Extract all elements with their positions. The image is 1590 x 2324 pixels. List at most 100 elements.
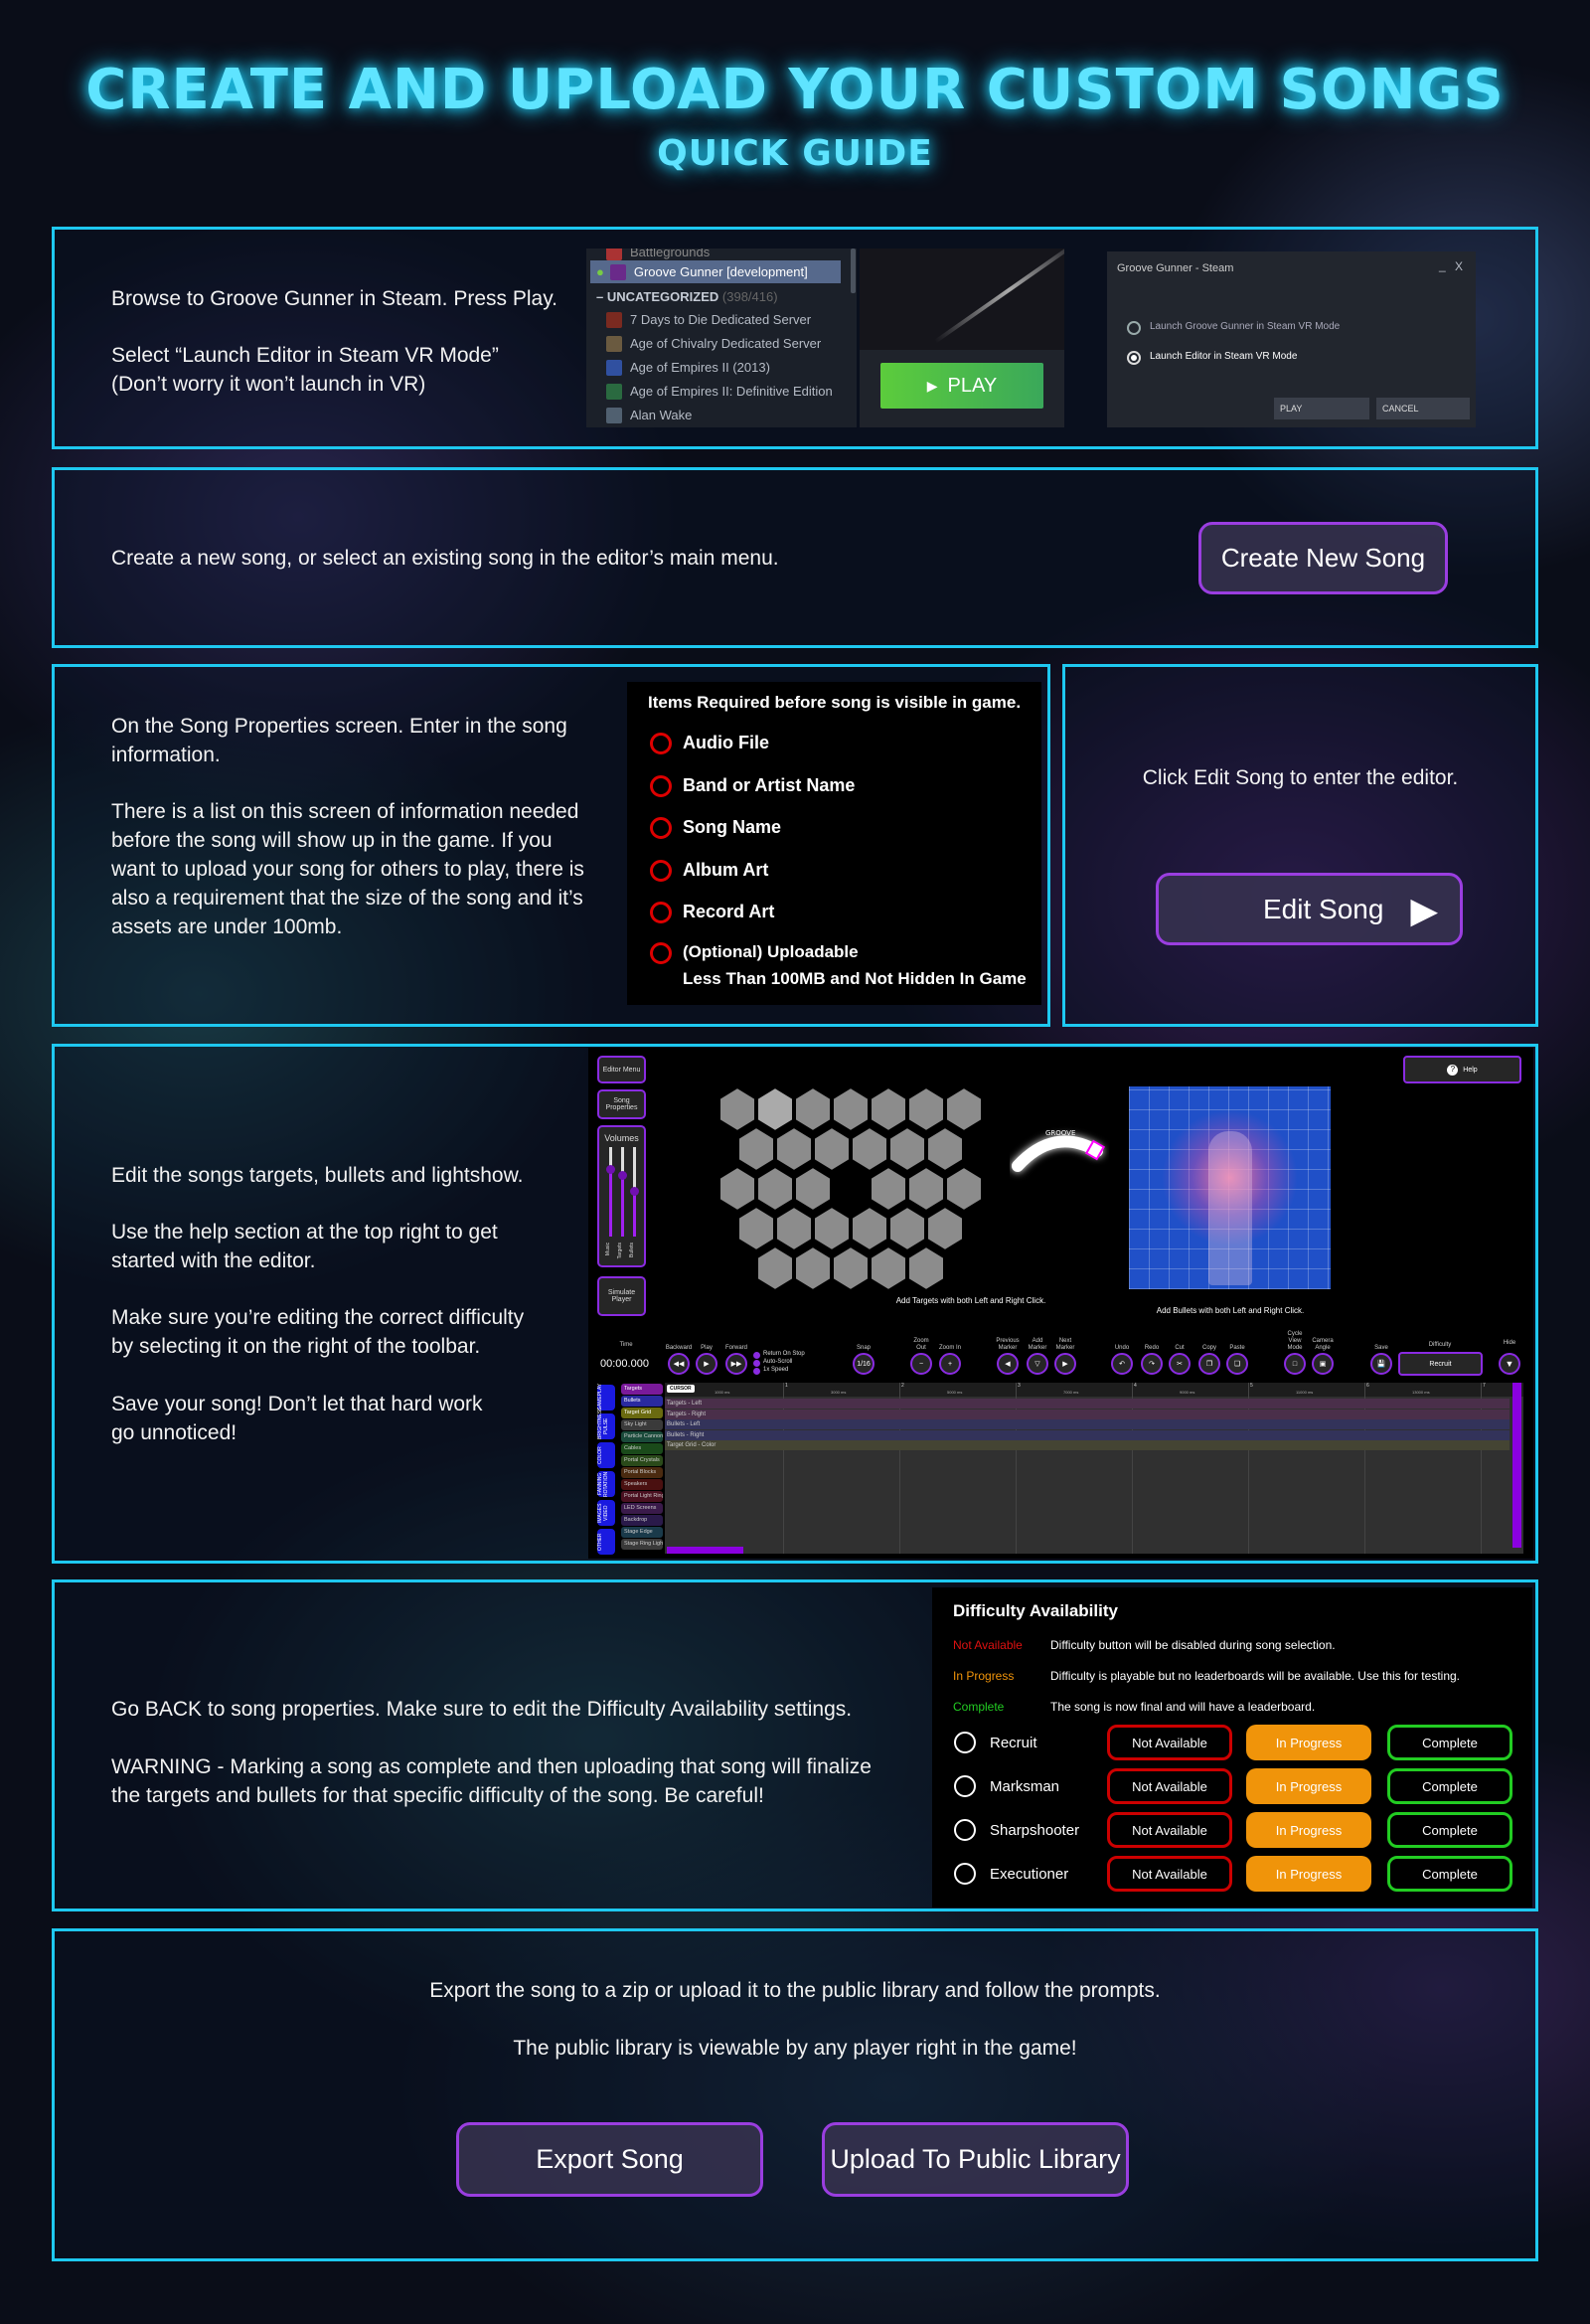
- target-hex[interactable]: [737, 1125, 775, 1173]
- target-hex[interactable]: [888, 1205, 926, 1252]
- hide-button[interactable]: ▼: [1499, 1353, 1520, 1375]
- redo-button[interactable]: ↷: [1141, 1353, 1163, 1375]
- difficulty-not-available-button[interactable]: Not Available: [1107, 1812, 1232, 1848]
- target-hex[interactable]: [907, 1245, 945, 1291]
- dialog-cancel-button[interactable]: CANCEL: [1376, 398, 1470, 419]
- slider-handle[interactable]: [618, 1170, 627, 1180]
- volume-slider[interactable]: [618, 1147, 627, 1237]
- library-item-selected[interactable]: ● Groove Gunner [development]: [590, 260, 841, 283]
- target-hex[interactable]: [794, 1165, 832, 1213]
- library-item[interactable]: Battlegrounds: [586, 249, 845, 263]
- target-hex[interactable]: [775, 1205, 813, 1252]
- create-new-song-button[interactable]: Create New Song: [1198, 522, 1448, 594]
- snap-button[interactable]: 1/16: [853, 1353, 874, 1375]
- target-hex[interactable]: [756, 1087, 794, 1133]
- difficulty-in-progress-button[interactable]: In Progress: [1246, 1768, 1371, 1804]
- upload-public-library-button[interactable]: Upload To Public Library: [822, 2122, 1129, 2197]
- cursor-marker[interactable]: CURSOR: [667, 1385, 695, 1393]
- minimize-button[interactable]: _: [1439, 258, 1446, 272]
- target-hex[interactable]: [832, 1245, 870, 1291]
- timeline-lane[interactable]: Bullets - Right: [665, 1429, 1510, 1440]
- volume-slider[interactable]: [630, 1147, 639, 1237]
- difficulty-not-available-button[interactable]: Not Available: [1107, 1725, 1232, 1760]
- difficulty-not-available-button[interactable]: Not Available: [1107, 1856, 1232, 1892]
- target-hex[interactable]: [832, 1087, 870, 1133]
- library-category[interactable]: – UNCATEGORIZED (398/416): [596, 289, 778, 304]
- bullet-grid[interactable]: [1129, 1086, 1331, 1289]
- scrollbar[interactable]: [851, 249, 856, 293]
- cycle-view-mode-button[interactable]: □: [1284, 1353, 1306, 1375]
- timeline-lane[interactable]: Targets - Left: [665, 1399, 1510, 1409]
- subtab[interactable]: Targets: [621, 1384, 663, 1395]
- copy-button[interactable]: ❐: [1198, 1353, 1220, 1375]
- radio-launch-game[interactable]: [1127, 321, 1141, 335]
- target-hex[interactable]: [907, 1165, 945, 1213]
- toggle-0[interactable]: [753, 1352, 760, 1359]
- target-hex[interactable]: [775, 1125, 813, 1173]
- difficulty-select[interactable]: Recruit: [1398, 1352, 1483, 1376]
- help-button[interactable]: ? Help: [1403, 1056, 1521, 1083]
- difficulty-complete-button[interactable]: Complete: [1387, 1856, 1512, 1892]
- difficulty-complete-button[interactable]: Complete: [1387, 1812, 1512, 1848]
- target-hex[interactable]: [870, 1165, 907, 1213]
- next-marker-button[interactable]: ▶: [1054, 1353, 1076, 1375]
- timeline-lane[interactable]: Targets - Right: [665, 1409, 1510, 1419]
- vertical-scrollbar[interactable]: [1512, 1383, 1521, 1548]
- category-tab[interactable]: IMAGES VIDEO: [597, 1500, 615, 1526]
- editor-menu-button[interactable]: Editor Menu: [597, 1056, 646, 1083]
- add-marker-button[interactable]: ▽: [1027, 1353, 1048, 1375]
- difficulty-in-progress-button[interactable]: In Progress: [1246, 1812, 1371, 1848]
- simulate-player-toggle[interactable]: Simulate Player: [597, 1276, 646, 1316]
- target-hex[interactable]: [926, 1125, 964, 1173]
- target-hex[interactable]: [794, 1087, 832, 1133]
- target-hex[interactable]: [945, 1087, 983, 1133]
- backward-button[interactable]: ◀◀: [668, 1353, 690, 1375]
- target-hex[interactable]: [756, 1245, 794, 1291]
- subtab[interactable]: Particle Cannons: [621, 1431, 663, 1442]
- target-hex-grid[interactable]: [717, 1087, 1035, 1291]
- zoom-in-button[interactable]: +: [939, 1353, 961, 1375]
- library-item[interactable]: Age of Empires II (2013): [586, 356, 845, 379]
- difficulty-in-progress-button[interactable]: In Progress: [1246, 1856, 1371, 1892]
- previous-marker-button[interactable]: ◀: [997, 1353, 1019, 1375]
- category-tab[interactable]: COLOR: [597, 1442, 615, 1468]
- target-hex[interactable]: [870, 1087, 907, 1133]
- library-item[interactable]: Alan Wake: [586, 404, 845, 426]
- toggle-1[interactable]: [753, 1360, 760, 1367]
- slider-handle[interactable]: [606, 1164, 615, 1174]
- song-properties-button[interactable]: Song Properties: [597, 1089, 646, 1119]
- target-hex[interactable]: [851, 1205, 888, 1252]
- target-hex[interactable]: [813, 1125, 851, 1173]
- subtab[interactable]: Sky Light: [621, 1419, 663, 1430]
- subtab[interactable]: Cables: [621, 1443, 663, 1454]
- camera-angle-button[interactable]: ▣: [1312, 1353, 1334, 1375]
- target-hex[interactable]: [813, 1205, 851, 1252]
- radio-launch-editor[interactable]: [1127, 351, 1141, 365]
- timeline-lane[interactable]: Target Grid - Color: [665, 1440, 1510, 1450]
- timeline-lane[interactable]: Bullets - Left: [665, 1419, 1510, 1429]
- category-tab[interactable]: OTHER: [597, 1529, 615, 1555]
- close-button[interactable]: X: [1455, 259, 1464, 273]
- difficulty-complete-button[interactable]: Complete: [1387, 1768, 1512, 1804]
- target-hex[interactable]: [756, 1165, 794, 1213]
- undo-button[interactable]: ↶: [1111, 1353, 1133, 1375]
- target-hex[interactable]: [794, 1245, 832, 1291]
- subtab[interactable]: Stage Ring Light: [621, 1539, 663, 1550]
- subtab[interactable]: Backdrop: [621, 1515, 663, 1526]
- target-hex[interactable]: [926, 1205, 964, 1252]
- slider-handle[interactable]: [630, 1187, 639, 1196]
- subtab[interactable]: Stage Edge: [621, 1527, 663, 1538]
- target-hex[interactable]: [945, 1165, 983, 1213]
- cut-button[interactable]: ✂: [1169, 1353, 1191, 1375]
- subtab[interactable]: LED Screens: [621, 1503, 663, 1514]
- timeline[interactable]: 1 2 3 4 5 6 7 1000 ms 3000 ms 5000 ms 7000 ms 9000 …: [665, 1383, 1523, 1554]
- paste-button[interactable]: ❏: [1226, 1353, 1248, 1375]
- toggle-2[interactable]: [753, 1368, 760, 1375]
- horizontal-scrollbar[interactable]: [667, 1547, 743, 1554]
- save-button[interactable]: 💾: [1370, 1353, 1392, 1375]
- target-hex[interactable]: [737, 1205, 775, 1252]
- target-hex[interactable]: [718, 1165, 756, 1213]
- zoom-out-button[interactable]: −: [910, 1353, 932, 1375]
- subtab[interactable]: Portal Light Ring: [621, 1491, 663, 1502]
- edit-song-button[interactable]: Edit Song ▶: [1156, 873, 1463, 945]
